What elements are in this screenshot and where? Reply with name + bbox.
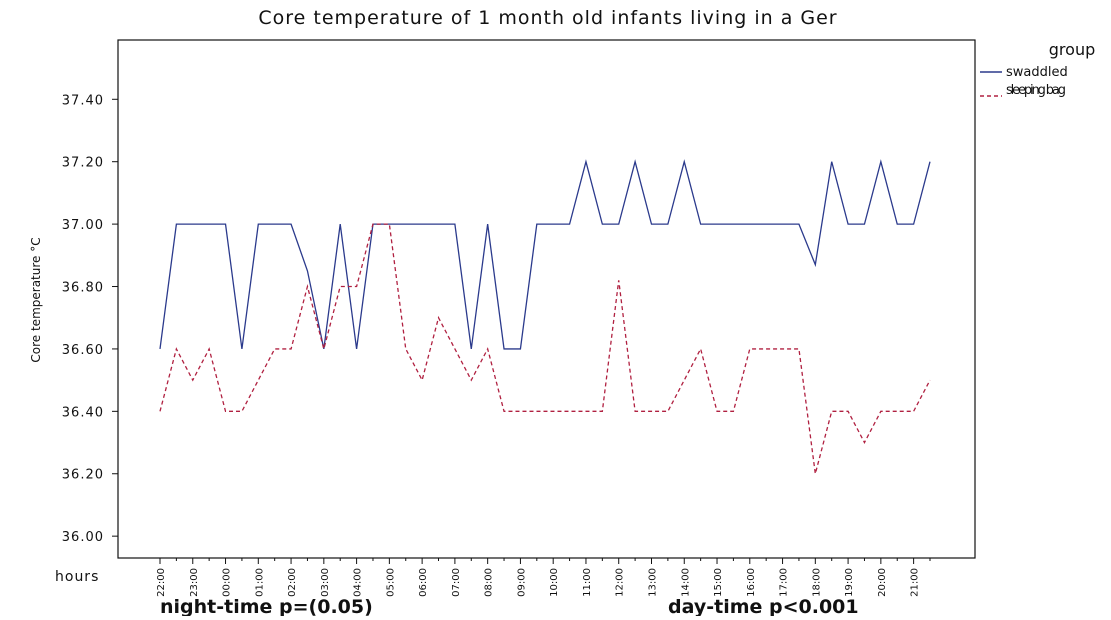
x-tick-label: 11:00	[582, 568, 593, 597]
data-line	[159, 159, 931, 350]
legend-label: sleeping bag	[1006, 83, 1066, 98]
x-tick-label: 14:00	[680, 568, 691, 597]
x-tick-label: 12:00	[615, 568, 626, 597]
y-tick-label: 37.40	[62, 93, 104, 108]
x-tick-label: 02:00	[287, 568, 298, 597]
x-tick-label: 22:00	[156, 568, 167, 597]
x-tick-label: 09:00	[516, 568, 527, 597]
x-tick-label: 15:00	[713, 568, 724, 597]
annotation: day-time p<0.001	[668, 596, 859, 616]
x-tick-label: 08:00	[484, 568, 495, 597]
annotation: night-time p=(0.05)	[160, 596, 373, 616]
y-axis-label: Core temperature °C	[29, 237, 43, 362]
x-tick-label: 23:00	[189, 568, 200, 597]
y-tick-label: 36.00	[62, 530, 104, 545]
y-tick-label: 36.80	[62, 281, 104, 296]
x-tick-label: 04:00	[353, 568, 364, 597]
y-tick-label: 36.40	[62, 405, 104, 420]
legend-title: group	[1049, 40, 1095, 59]
y-tick-label: 36.20	[62, 468, 104, 483]
x-tick-label: 05:00	[385, 568, 396, 597]
legend-label: swaddled	[1006, 65, 1068, 80]
x-tick-label: 16:00	[746, 568, 757, 597]
x-tick-label: 20:00	[877, 568, 888, 597]
x-tick-label: 17:00	[779, 568, 790, 597]
x-tick-label: 19:00	[844, 568, 855, 597]
chart-title: Core temperature of 1 month old infants …	[258, 7, 837, 29]
x-tick-label: 01:00	[254, 568, 265, 597]
x-tick-label: 00:00	[222, 568, 233, 597]
x-tick-label: 06:00	[418, 568, 429, 597]
x-tick-label: 10:00	[549, 568, 560, 597]
x-axis-label: hours	[55, 569, 99, 585]
x-tick-label: 13:00	[647, 568, 658, 597]
plot-frame	[117, 39, 976, 559]
x-tick-label: 18:00	[811, 568, 822, 597]
y-tick-label: 37.20	[62, 156, 104, 171]
y-tick-label: 37.00	[62, 218, 104, 233]
x-tick-label: 21:00	[910, 568, 921, 597]
y-tick-label: 36.60	[62, 343, 104, 358]
x-tick-label: 03:00	[320, 568, 331, 597]
x-tick-label: 07:00	[451, 568, 462, 597]
data-line	[159, 223, 931, 474]
